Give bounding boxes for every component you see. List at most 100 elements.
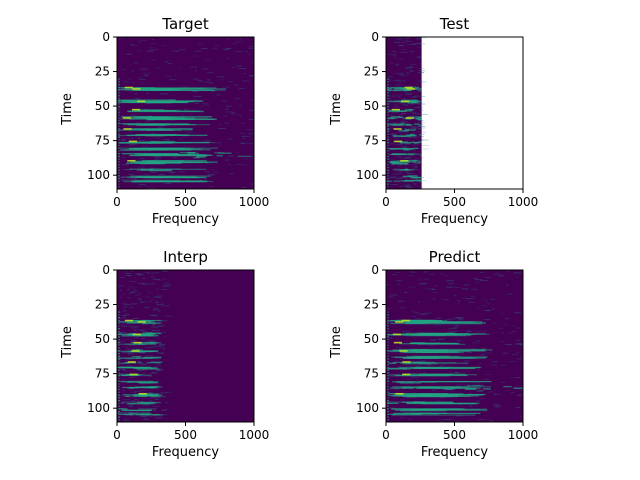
spectrogram-band	[217, 152, 232, 154]
spectrogram-speckle	[136, 50, 141, 52]
spectrogram-speckle	[156, 342, 160, 344]
spectrogram-speckle	[118, 38, 123, 40]
spectrogram-band	[394, 374, 468, 377]
spectrogram-speckle	[455, 371, 460, 373]
spectrogram-speckle	[477, 419, 485, 421]
spectrogram-band	[388, 373, 401, 376]
spectrogram-speckle	[142, 283, 150, 285]
spectrogram-speckle	[393, 73, 398, 75]
spectrogram-speckle	[224, 122, 229, 124]
spectrogram-speckle	[239, 132, 246, 134]
spectrogram-speckle	[418, 106, 423, 108]
spectrogram-speckle	[138, 298, 142, 300]
spectrogram-edge	[118, 333, 121, 335]
spectrogram-speckle	[397, 96, 401, 98]
spectrogram-speckle	[452, 327, 459, 329]
spectrogram-speckle	[388, 101, 395, 103]
spectrogram-speckle	[231, 42, 239, 44]
spectrogram-edge	[387, 106, 390, 108]
spectrogram-peak	[132, 88, 141, 90]
y-axis-label: Time	[329, 93, 344, 126]
spectrogram-edge	[387, 399, 390, 402]
spectrogram-edge	[387, 172, 390, 174]
spectrogram-speckle	[123, 271, 127, 273]
spectrogram-speckle	[225, 48, 232, 50]
spectrogram-band	[389, 124, 410, 126]
spectrogram-band	[386, 180, 393, 182]
spectrogram-band	[393, 180, 406, 182]
spectrogram-speckle	[157, 127, 164, 129]
spectrogram-band	[131, 334, 143, 337]
spectrogram-speckle	[399, 358, 402, 360]
spectrogram-band	[421, 163, 423, 165]
spectrogram-speckle	[161, 270, 168, 272]
spectrogram-edge	[118, 372, 121, 374]
spectrogram-speckle	[173, 157, 177, 159]
spectrogram-speckle	[156, 382, 162, 384]
spectrogram-image	[386, 37, 430, 189]
spectrogram-band	[404, 179, 419, 182]
spectrogram-speckle	[154, 415, 157, 417]
x-tick-label: 0	[382, 195, 390, 209]
spectrogram-speckle	[123, 304, 131, 306]
spectrogram-speckle	[137, 185, 141, 187]
spectrogram-speckle	[472, 277, 478, 279]
spectrogram-speckle	[164, 61, 169, 63]
spectrogram-speckle	[152, 309, 161, 311]
spectrogram-speckle	[398, 45, 405, 47]
y-axis-label: Time	[60, 326, 75, 359]
spectrogram-speckle	[446, 280, 454, 282]
spectrogram-speckle	[404, 170, 408, 172]
spectrogram-speckle	[198, 135, 204, 137]
spectrogram-speckle	[134, 182, 141, 184]
spectrogram-speckle	[413, 158, 419, 160]
spectrogram-speckle	[179, 67, 183, 69]
spectrogram-band	[407, 102, 420, 104]
spectrogram-speckle	[144, 179, 151, 181]
spectrogram-speckle	[405, 131, 408, 133]
spectrogram-speckle	[202, 146, 205, 148]
spectrogram-speckle	[406, 154, 410, 156]
spectrogram-speckle	[507, 332, 512, 334]
spectrogram-speckle	[143, 352, 147, 354]
x-axis-label: Frequency	[152, 212, 219, 227]
spectrogram-speckle	[405, 183, 410, 185]
spectrogram-band	[512, 387, 523, 389]
spectrogram-speckle	[212, 169, 215, 171]
spectrogram-peak	[137, 321, 146, 323]
y-axis-label: Time	[60, 93, 75, 126]
subplot-predict: Predict 0 500 1000 0 25 50 75 100 Frequency Time	[329, 248, 538, 460]
spectrogram-speckle	[153, 296, 160, 298]
spectrogram-speckle	[396, 280, 402, 282]
spectrogram-speckle	[394, 103, 398, 105]
spectrogram-band	[388, 100, 400, 102]
spectrogram-band	[402, 401, 453, 403]
spectrogram-speckle	[404, 172, 411, 174]
spectrogram-band	[392, 169, 415, 171]
spectrogram-edge	[387, 402, 390, 404]
spectrogram-speckle	[396, 156, 403, 158]
spectrogram-speckle	[148, 187, 157, 189]
spectrogram-speckle	[422, 313, 430, 315]
spectrogram-speckle	[235, 41, 244, 43]
spectrogram-band	[388, 116, 402, 118]
spectrogram-speckle	[246, 142, 254, 144]
spectrogram-speckle	[126, 358, 133, 360]
spectrogram-speckle	[148, 335, 156, 337]
spectrogram-speckle	[463, 284, 470, 286]
spectrogram-speckle	[133, 62, 138, 64]
spectrogram-edge	[118, 125, 121, 127]
spectrogram-speckle	[482, 304, 487, 306]
spectrogram-speckle	[135, 294, 140, 296]
spectrogram-speckle	[152, 406, 161, 408]
spectrogram-edge	[387, 133, 390, 136]
spectrogram-band	[398, 366, 452, 368]
spectrogram-speckle	[152, 409, 156, 411]
spectrogram-speckle	[228, 164, 232, 166]
spectrogram-band	[123, 366, 135, 369]
spectrogram-speckle	[481, 348, 486, 350]
spectrogram-speckle	[247, 54, 252, 56]
x-axis-label: Frequency	[421, 445, 488, 460]
spectrogram-speckle	[161, 305, 170, 307]
spectrogram-band	[124, 395, 130, 397]
